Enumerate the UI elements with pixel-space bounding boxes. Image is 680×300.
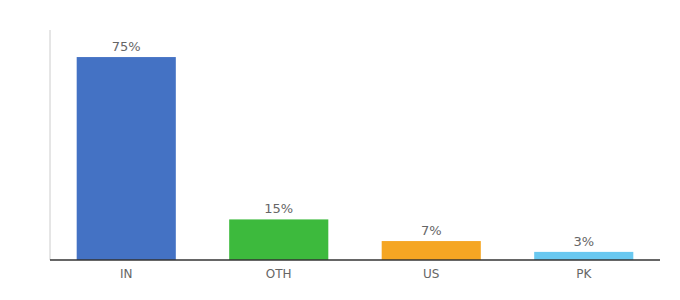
bar [229, 219, 328, 260]
x-tick-label: IN [120, 267, 133, 281]
data-label: 15% [264, 201, 293, 216]
data-label: 75% [112, 39, 141, 54]
bars [77, 57, 634, 260]
data-label: 3% [573, 234, 594, 249]
chart: IN OTH US PK 75% 15% 7% 3% [0, 0, 680, 300]
x-tick-label: PK [576, 267, 592, 281]
y-axis-line [50, 30, 51, 260]
x-axis-line [50, 259, 660, 261]
data-label: 7% [421, 223, 442, 238]
x-tick-label: OTH [266, 267, 292, 281]
bar [77, 57, 176, 260]
x-tick-label: US [423, 267, 439, 281]
bar [534, 252, 633, 260]
bar [382, 241, 481, 260]
chart-container: IN OTH US PK 75% 15% 7% 3% [0, 0, 680, 300]
